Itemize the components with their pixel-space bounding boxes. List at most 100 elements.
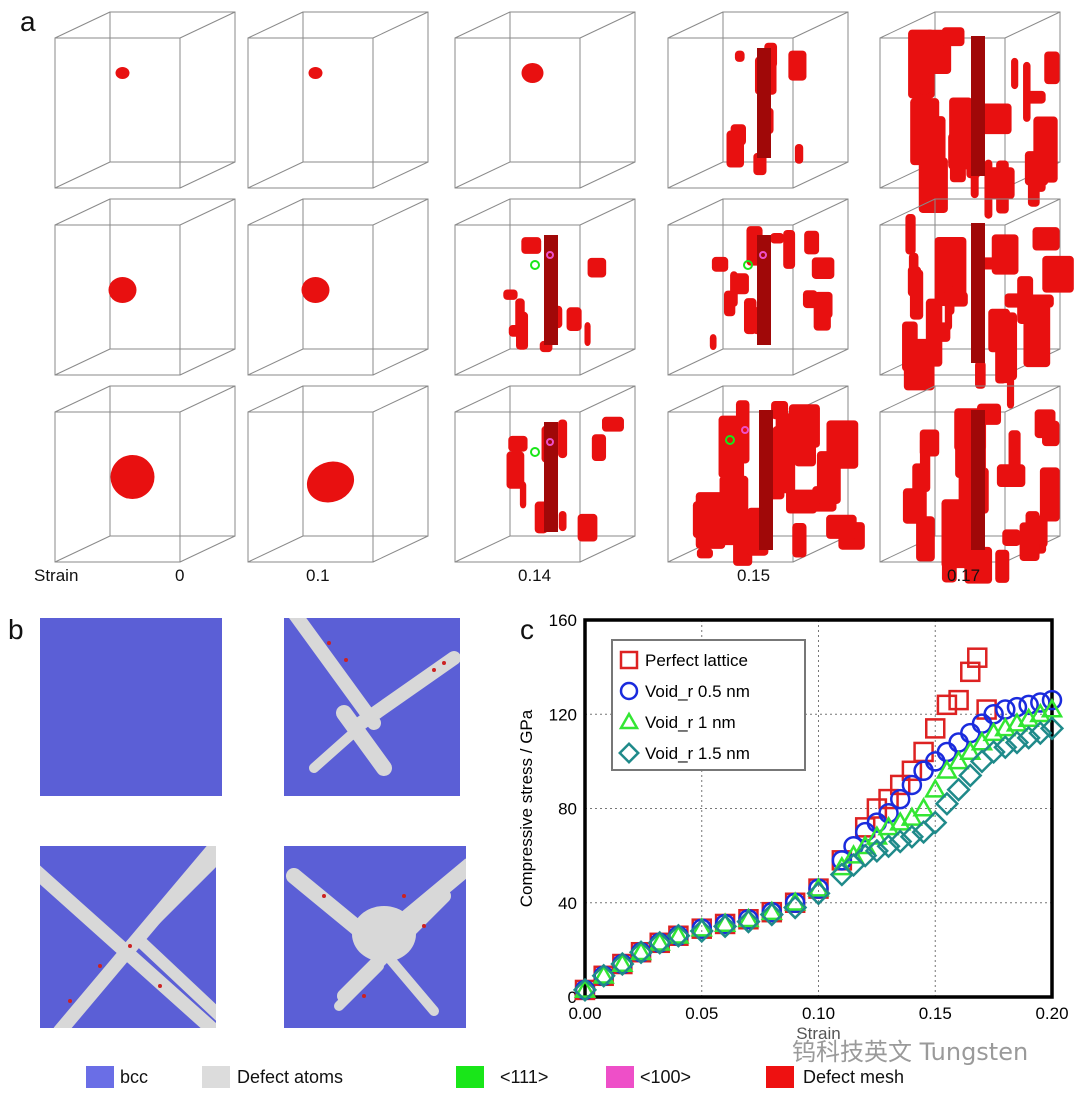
series-4-point-7 [712, 914, 738, 939]
legend-label-defect-mesh: Defect mesh [803, 1067, 905, 1087]
y-tick-label-0: 0 [568, 988, 577, 1007]
series-3-point-20 [924, 778, 947, 798]
cube-r3-c3 [454, 385, 636, 563]
panel-c-label: c [520, 614, 534, 645]
series-4-point-27 [1004, 730, 1030, 755]
series-2-point-18 [901, 774, 923, 796]
series-4-point-15 [864, 838, 889, 864]
series-2-point-16 [878, 802, 899, 824]
series-3 [573, 698, 1064, 998]
strain-value-4: 0.17 [947, 566, 981, 585]
series-4 [572, 716, 1065, 1003]
strain-value-3: 0.15 [737, 566, 771, 585]
series-4-point-21 [934, 791, 960, 816]
series-4-point-16 [876, 834, 901, 859]
series-3-point-21 [935, 759, 959, 779]
stress-strain-chart: 0.00 0.05 0.10 0.15 0.20 0 40 80 120 160 Compressi… [517, 611, 1069, 1040]
plot-frame [583, 618, 1054, 999]
series-2-point-12 [831, 850, 853, 871]
x-tick-label-3: 0.15 [919, 1004, 952, 1023]
slip-bands-4 [286, 858, 466, 1016]
series-3-point-3 [629, 940, 653, 961]
cube-r2-c2 [247, 198, 429, 376]
atom-snapshot-3 [40, 846, 216, 1028]
defect-mesh-cube-grid [54, 11, 1074, 584]
atom-snapshot-4 [284, 846, 466, 1028]
series-3-point-9 [760, 900, 783, 921]
series-4-point-9 [759, 902, 784, 927]
series-4-point-10 [783, 895, 808, 920]
series-1-point-21 [948, 689, 969, 711]
series-4-point-23 [958, 763, 983, 788]
legend-label-defect-atoms: Defect atoms [237, 1067, 344, 1087]
legend-swatch-111 [456, 1066, 484, 1088]
panel-a-label: a [20, 6, 36, 37]
series-4-point-26 [993, 735, 1018, 760]
series-4-point-20 [923, 810, 948, 835]
strain-axis-label: Strain [34, 566, 79, 585]
series-3-point-7 [713, 912, 737, 932]
legend-marker-2 [619, 681, 639, 701]
series-3-point-13 [842, 844, 865, 864]
cube-r1-c4 [667, 11, 849, 189]
series-1-point-18 [913, 741, 934, 763]
legend-swatch-100 [606, 1066, 634, 1088]
panel-b-label: b [8, 614, 24, 645]
series-4-point-30 [1039, 716, 1065, 741]
watermark-text: 钨科技英文 Tungsten [792, 1038, 1029, 1066]
legend-marker-3 [618, 711, 640, 730]
series-4-point-1 [591, 963, 616, 988]
cube-r1-c1 [54, 11, 236, 189]
y-tick-label-1: 40 [558, 894, 577, 913]
series-1-point-20 [936, 694, 958, 716]
series-2-point-19 [913, 760, 934, 782]
series-4-point-22 [946, 777, 971, 802]
series-3-point-1 [592, 964, 615, 984]
series-2-point-28 [1018, 694, 1039, 716]
cube-r2-c4 [667, 198, 849, 376]
series-1-point-15 [878, 788, 899, 810]
series-4-point-17 [888, 829, 913, 854]
cube-r1-c3 [454, 11, 636, 189]
x-tick-label-1: 0.05 [685, 1004, 718, 1023]
series-3-point-14 [854, 834, 877, 855]
legend-entry-4: Void_r 1.5 nm [645, 744, 750, 763]
series-4-point-28 [1016, 725, 1041, 750]
x-tick-label-0: 0.00 [568, 1004, 601, 1023]
series-1-point-23 [967, 647, 988, 668]
series-4-point-25 [981, 739, 1006, 765]
legend-swatch-defect-atoms [202, 1066, 230, 1088]
cube-r2-c5 [879, 198, 1074, 409]
series-4-point-0 [572, 977, 598, 1003]
series-3-point-4 [648, 931, 671, 951]
slip-bands-3 [40, 846, 216, 1028]
legend-label-bcc: bcc [120, 1067, 149, 1087]
y-axis-label: Compressive stress / GPa [517, 709, 536, 907]
series-1-point-19 [925, 718, 946, 739]
x-axis-label: Strain [796, 1024, 840, 1040]
series-2-point-30 [1041, 689, 1063, 711]
series-3-point-15 [865, 825, 889, 845]
cube-r3-c1 [54, 385, 236, 563]
x-tick-label-4: 0.20 [1035, 1004, 1068, 1023]
cube-r3-c4 [667, 385, 865, 566]
series-1-point-16 [889, 774, 911, 796]
series-3-point-6 [690, 917, 713, 937]
y-tick-label-3: 120 [549, 705, 577, 724]
cube-r1-c5 [879, 11, 1061, 219]
x-tick-label-2: 0.10 [802, 1004, 835, 1023]
legend-label-111: <111> [500, 1067, 549, 1087]
series-2-point-17 [889, 788, 911, 810]
cube-r3-c5 [879, 385, 1061, 584]
strain-value-2: 0.14 [518, 566, 552, 585]
cube-r2-c3 [454, 198, 636, 376]
series-4-point-2 [610, 951, 635, 977]
slip-bands-2 [288, 618, 460, 776]
strain-value-0: 0 [175, 566, 185, 585]
series-4-point-29 [1028, 720, 1053, 746]
atom-snapshot-1 [40, 618, 222, 796]
chart-legend-box [611, 639, 806, 771]
legend-entry-2: Void_r 0.5 nm [645, 682, 750, 701]
y-tick-label-4: 160 [549, 611, 577, 630]
series-4-point-11 [806, 881, 831, 906]
